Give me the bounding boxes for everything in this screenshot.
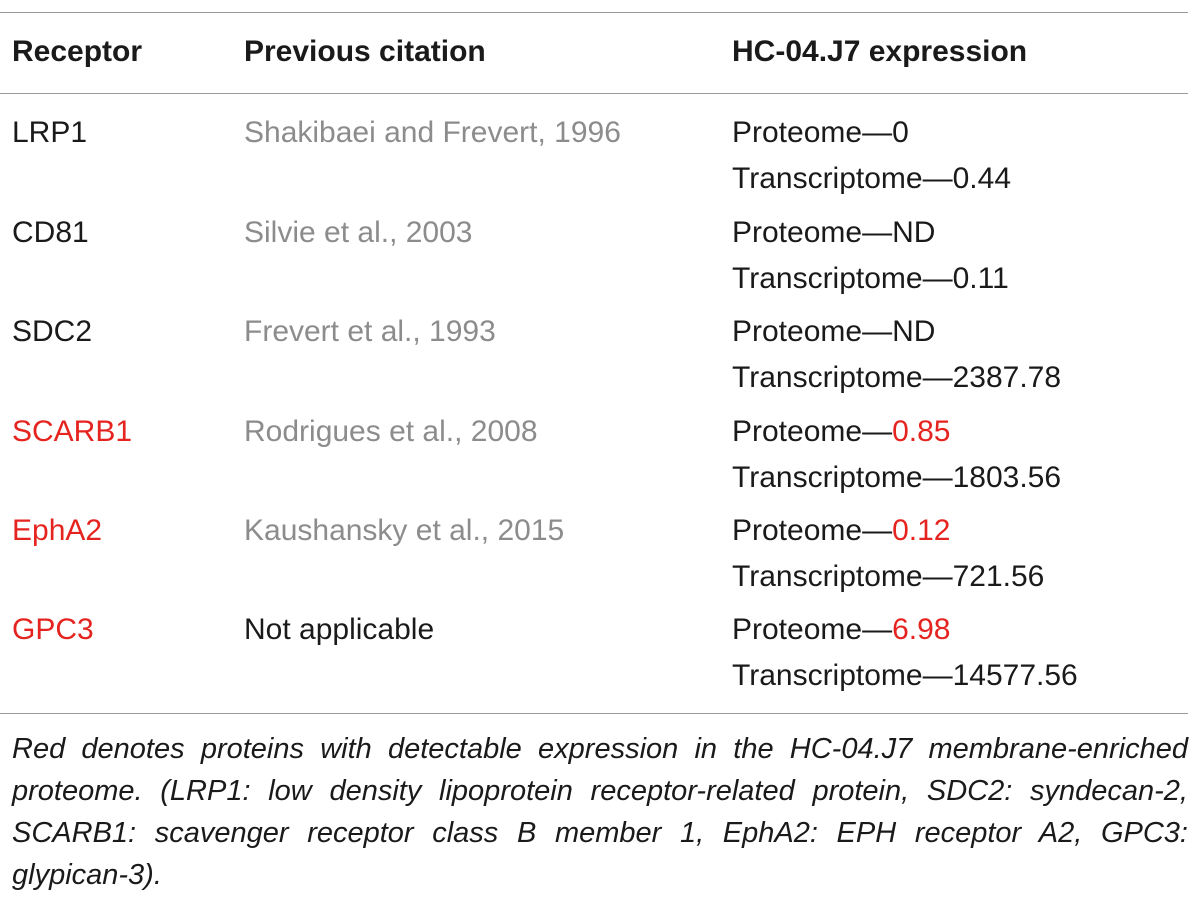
proteome-label: Proteome— — [732, 315, 893, 348]
table-caption: Red denotes proteins with detectable exp… — [12, 733, 1188, 891]
citation-link[interactable]: Kaushansky et al., 2015 — [244, 514, 565, 547]
transcriptome-line: Transcriptome—1803.56 — [732, 455, 1061, 501]
transcriptome-value: 0.44 — [952, 162, 1011, 195]
transcriptome-value: 14577.56 — [952, 659, 1078, 692]
transcriptome-label: Transcriptome— — [732, 461, 953, 494]
cell-receptor: SCARB1 — [12, 415, 133, 448]
proteome-line: Proteome—ND — [732, 309, 1061, 355]
table-row: EphA2 Kaushansky et al., 2015 Proteome—0.1… — [0, 508, 1188, 608]
header-receptor: Receptor — [12, 35, 143, 68]
transcriptome-line: Transcriptome—0.44 — [732, 156, 1011, 202]
transcriptome-label: Transcriptome— — [732, 560, 953, 593]
transcriptome-value: 0.11 — [952, 262, 1009, 295]
cell-receptor: EphA2 — [12, 514, 103, 547]
citation-link[interactable]: Rodrigues et al., 2008 — [244, 415, 538, 448]
proteome-label: Proteome— — [732, 415, 893, 448]
proteome-value: 0 — [892, 116, 909, 149]
cell-expression: Proteome—ND Transcriptome—2387.78 — [732, 309, 1061, 401]
transcriptome-label: Transcriptome— — [732, 162, 953, 195]
cell-expression: Proteome—0.12 Transcriptome—721.56 — [732, 508, 1044, 600]
transcriptome-line: Transcriptome—14577.56 — [732, 653, 1078, 699]
cell-expression: Proteome—0.85 Transcriptome—1803.56 — [732, 409, 1061, 501]
cell-citation: Not applicable — [244, 613, 435, 646]
transcriptome-line: Transcriptome—0.11 — [732, 256, 1009, 302]
proteome-value: 0.12 — [892, 514, 951, 547]
table-row: LRP1 Shakibaei and Frevert, 1996 Proteome—… — [0, 110, 1188, 210]
transcriptome-label: Transcriptome— — [732, 361, 953, 394]
proteome-label: Proteome— — [732, 613, 893, 646]
cell-expression: Proteome—0 Transcriptome—0.44 — [732, 110, 1011, 202]
proteome-label: Proteome— — [732, 116, 893, 149]
transcriptome-value: 721.56 — [952, 560, 1045, 593]
proteome-line: Proteome—0 — [732, 110, 1011, 156]
proteome-value: 6.98 — [892, 613, 951, 646]
header-citation: Previous citation — [244, 35, 486, 68]
header-expression: HC-04.J7 expression — [732, 35, 1028, 68]
cell-receptor: CD81 — [12, 216, 89, 249]
proteome-line: Proteome—0.85 — [732, 409, 1061, 455]
proteome-label: Proteome— — [732, 514, 893, 547]
citation-link[interactable]: Silvie et al., 2003 — [244, 216, 473, 249]
table-row: CD81 Silvie et al., 2003 Proteome—ND Transc… — [0, 210, 1188, 310]
transcriptome-value: 2387.78 — [952, 361, 1062, 394]
table-bottom-rule — [0, 713, 1188, 714]
proteome-value: 0.85 — [892, 415, 951, 448]
table-header-rule — [0, 93, 1188, 94]
proteome-line: Proteome—6.98 — [732, 607, 1078, 653]
cell-receptor: SDC2 — [12, 315, 93, 348]
transcriptome-value: 1803.56 — [952, 461, 1062, 494]
cell-receptor: LRP1 — [12, 116, 88, 149]
transcriptome-label: Transcriptome— — [732, 659, 953, 692]
transcriptome-line: Transcriptome—2387.78 — [732, 355, 1061, 401]
proteome-line: Proteome—ND — [732, 210, 1009, 256]
proteome-label: Proteome— — [732, 216, 893, 249]
proteome-value: ND — [892, 315, 936, 348]
cell-expression: Proteome—6.98 Transcriptome—14577.56 — [732, 607, 1078, 699]
table-row: SDC2 Frevert et al., 1993 Proteome—ND Trans… — [0, 309, 1188, 409]
table-row: GPC3 Not applicable Proteome—6.98 Transcrip… — [0, 607, 1188, 707]
table-header: Receptor Previous citation HC-04.J7 expr… — [0, 30, 1188, 74]
cell-expression: Proteome—ND Transcriptome—0.11 — [732, 210, 1009, 302]
table-top-rule — [0, 12, 1188, 13]
citation-link[interactable]: Frevert et al., 1993 — [244, 315, 496, 348]
table-row: SCARB1 Rodrigues et al., 2008 Proteome—0.8… — [0, 409, 1188, 509]
proteome-value: ND — [892, 216, 936, 249]
citation-link[interactable]: Shakibaei and Frevert, 1996 — [244, 116, 621, 149]
cell-receptor: GPC3 — [12, 613, 94, 646]
transcriptome-line: Transcriptome—721.56 — [732, 554, 1044, 600]
proteome-line: Proteome—0.12 — [732, 508, 1044, 554]
transcriptome-label: Transcriptome— — [732, 262, 953, 295]
